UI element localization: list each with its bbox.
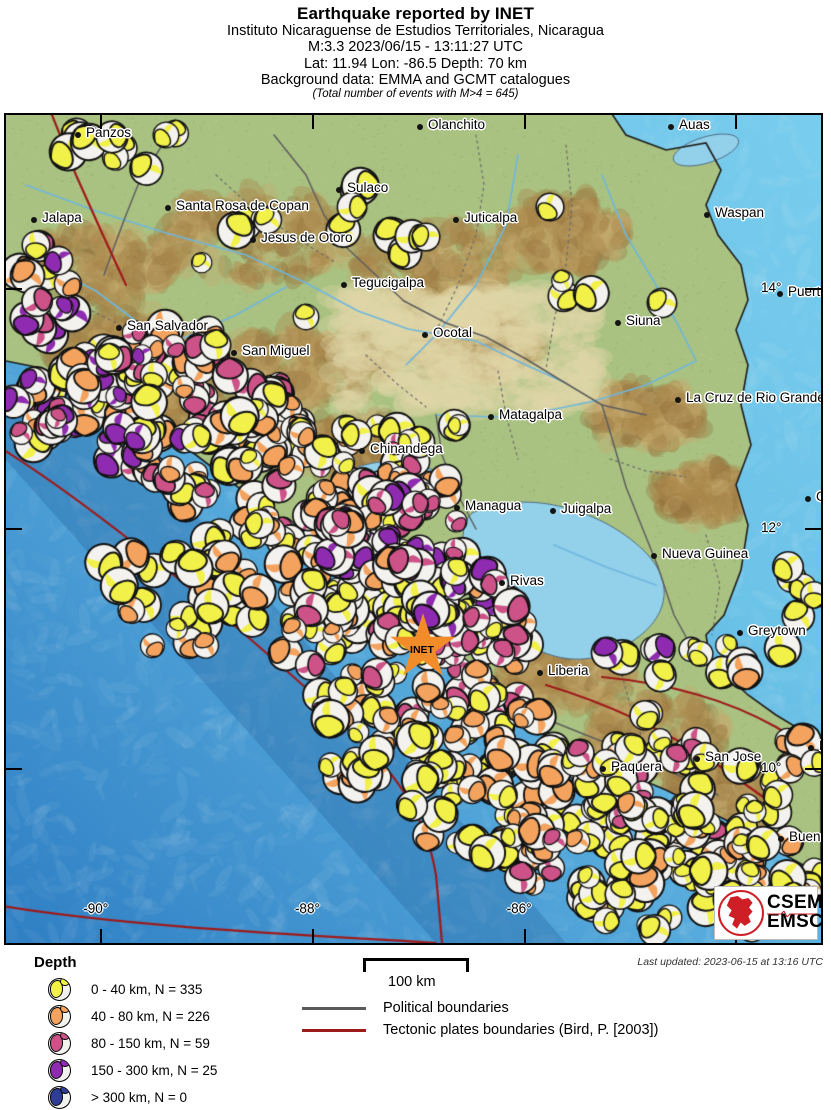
lon-tick (523, 115, 526, 129)
epicenter-marker[interactable]: INET (389, 613, 456, 679)
lat-tick (6, 768, 22, 770)
legend-depth-item: 80 - 150 km, N = 59 (48, 1030, 210, 1056)
lat-tick (805, 288, 821, 290)
city-dot (454, 505, 460, 511)
beachball-icon (48, 1058, 71, 1082)
city-dot (668, 124, 674, 130)
city-dot (499, 580, 505, 586)
legend-depth-label: 40 - 80 km, N = 226 (91, 1008, 210, 1024)
beachball-icon (48, 1085, 71, 1109)
legend-depth-title: Depth (34, 954, 77, 971)
csem-emsc-logo: CSEM EMSC (714, 886, 821, 940)
lat-tick-label: 10° (761, 760, 782, 775)
legend-depth-label: 80 - 150 km, N = 59 (91, 1035, 210, 1051)
lat-tick (6, 528, 22, 530)
city-dot (336, 187, 342, 193)
logo-line-csem: CSEM (767, 892, 823, 914)
logo-line-emsc: EMSC (767, 911, 823, 932)
city-dot (116, 325, 122, 331)
city-dot (778, 836, 784, 842)
lon-tick (100, 929, 103, 943)
city-dot (422, 332, 428, 338)
city-dot (550, 508, 556, 514)
beachball-icon (48, 1031, 71, 1055)
city-dot (537, 670, 543, 676)
legend: Depth 0 - 40 km, N = 335 40 - 80 km, N = … (0, 948, 831, 1110)
city-dot (359, 448, 365, 454)
map-raster (6, 115, 821, 943)
lon-tick-label: -90° (83, 901, 109, 916)
legend-boundary-label: Political boundaries (383, 1000, 509, 1016)
lat-tick (805, 768, 821, 770)
legend-boundary-item: Political boundaries (302, 998, 509, 1018)
header-magnitude-time: M:3.3 2023/06/15 - 13:11:27 UTC (308, 39, 523, 56)
legend-depth-item: 0 - 40 km, N = 335 (48, 976, 202, 1002)
beachball-icon (48, 1004, 71, 1028)
legend-boundary-label: Tectonic plates boundaries (Bird, P. [20… (383, 1022, 659, 1038)
city-dot (675, 397, 681, 403)
lat-tick (6, 288, 22, 290)
city-dot (704, 212, 710, 218)
legend-depth-item: 150 - 300 km, N = 25 (48, 1057, 217, 1083)
scale-bar-label: 100 km (388, 974, 436, 990)
legend-line-swatch (302, 1028, 366, 1032)
legend-depth-item: 40 - 80 km, N = 226 (48, 1003, 210, 1029)
header-total-events: (Total number of events with M>4 = 645) (312, 87, 519, 100)
header: Earthquake reported by INET Instituto Ni… (0, 0, 831, 101)
epicenter-agency-label: INET (410, 644, 434, 656)
lat-tick (805, 528, 821, 530)
scale-bar (363, 958, 469, 972)
city-dot (808, 745, 814, 751)
city-dot (651, 553, 657, 559)
lat-tick-label: 12° (761, 520, 782, 535)
city-dot (231, 350, 237, 356)
city-dot (417, 124, 423, 130)
lon-tick (523, 929, 526, 943)
city-dot (250, 237, 256, 243)
city-dot (165, 205, 171, 211)
header-agency: Instituto Nicaraguense de Estudios Terri… (227, 23, 604, 40)
legend-line-swatch (302, 1006, 366, 1010)
lon-tick (100, 115, 103, 129)
legend-depth-label: 0 - 40 km, N = 335 (91, 981, 203, 997)
legend-boundary-item: Tectonic plates boundaries (Bird, P. [20… (302, 1020, 658, 1040)
city-dot (694, 756, 700, 762)
pulse-icon (767, 911, 815, 917)
city-dot (453, 217, 459, 223)
city-dot (805, 496, 811, 502)
city-dot (777, 291, 783, 297)
city-dot (341, 282, 347, 288)
city-dot (615, 320, 621, 326)
legend-depth-label: > 300 km, N = 0 (91, 1089, 188, 1105)
lon-tick-label: -88° (294, 901, 320, 916)
globe-icon (717, 889, 765, 937)
lon-tick (735, 115, 738, 129)
header-location: Lat: 11.94 Lon: -86.5 Depth: 70 km (303, 55, 527, 72)
city-dot (488, 414, 494, 420)
legend-depth-item: > 300 km, N = 0 (48, 1084, 187, 1110)
header-background-data: Background data: EMMA and GCMT catalogue… (260, 71, 571, 88)
earthquake-map[interactable]: Panzos Olanchito Auas Sulaco Santa Rosa de C… (4, 113, 823, 945)
page-title: Earthquake reported by INET (297, 4, 534, 23)
lon-tick (311, 115, 314, 129)
city-dot (75, 132, 81, 138)
lon-tick (311, 929, 314, 943)
lat-tick-label: 14° (761, 280, 782, 295)
city-dot (600, 766, 606, 772)
city-dot (737, 630, 743, 636)
city-dot (31, 217, 37, 223)
last-updated-text: Last updated: 2023-06-15 at 13:16 UTC (637, 956, 823, 968)
lon-tick-label: -86° (506, 901, 532, 916)
beachball-icon (48, 977, 71, 1001)
legend-depth-label: 150 - 300 km, N = 25 (91, 1062, 218, 1078)
